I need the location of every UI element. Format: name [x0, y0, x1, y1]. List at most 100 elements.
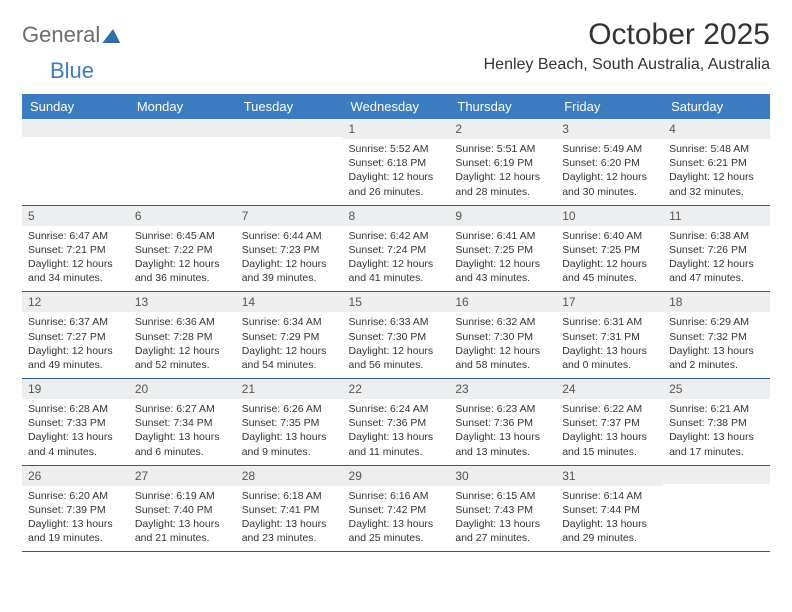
day-detail-line: Sunset: 6:18 PM: [349, 156, 444, 170]
day-number: 18: [663, 292, 770, 312]
day-detail-line: Daylight: 13 hours: [669, 430, 764, 444]
weekday-header: Friday: [556, 94, 663, 119]
calendar-table: Sunday Monday Tuesday Wednesday Thursday…: [22, 94, 770, 552]
calendar-week-row: 1Sunrise: 5:52 AMSunset: 6:18 PMDaylight…: [22, 119, 770, 205]
day-detail-line: Sunrise: 6:29 AM: [669, 315, 764, 329]
day-detail-line: Daylight: 13 hours: [349, 517, 444, 531]
day-detail-line: Sunset: 7:25 PM: [455, 243, 550, 257]
day-details: Sunrise: 6:45 AMSunset: 7:22 PMDaylight:…: [129, 226, 236, 292]
day-details: Sunrise: 6:32 AMSunset: 7:30 PMDaylight:…: [449, 312, 556, 378]
day-detail-line: Daylight: 12 hours: [455, 344, 550, 358]
day-detail-line: Daylight: 13 hours: [455, 430, 550, 444]
calendar-day-cell: 5Sunrise: 6:47 AMSunset: 7:21 PMDaylight…: [22, 205, 129, 292]
day-detail-line: and 0 minutes.: [562, 358, 657, 372]
day-details: Sunrise: 6:18 AMSunset: 7:41 PMDaylight:…: [236, 486, 343, 552]
calendar-day-cell: 13Sunrise: 6:36 AMSunset: 7:28 PMDayligh…: [129, 292, 236, 379]
day-detail-line: and 54 minutes.: [242, 358, 337, 372]
day-details: Sunrise: 6:34 AMSunset: 7:29 PMDaylight:…: [236, 312, 343, 378]
day-detail-line: Sunset: 7:38 PM: [669, 416, 764, 430]
day-detail-line: and 11 minutes.: [349, 445, 444, 459]
day-detail-line: and 9 minutes.: [242, 445, 337, 459]
day-detail-line: Sunset: 7:34 PM: [135, 416, 230, 430]
day-detail-line: Sunset: 7:27 PM: [28, 330, 123, 344]
day-number: 24: [556, 379, 663, 399]
calendar-page: General October 2025 Henley Beach, South…: [0, 0, 792, 570]
day-detail-line: and 39 minutes.: [242, 271, 337, 285]
day-detail-line: and 41 minutes.: [349, 271, 444, 285]
day-details: Sunrise: 6:15 AMSunset: 7:43 PMDaylight:…: [449, 486, 556, 552]
day-detail-line: Sunset: 6:19 PM: [455, 156, 550, 170]
day-number: 8: [343, 206, 450, 226]
day-detail-line: and 34 minutes.: [28, 271, 123, 285]
day-detail-line: Sunset: 7:44 PM: [562, 503, 657, 517]
day-detail-line: Sunrise: 6:45 AM: [135, 229, 230, 243]
day-details: Sunrise: 6:42 AMSunset: 7:24 PMDaylight:…: [343, 226, 450, 292]
day-number: 12: [22, 292, 129, 312]
weekday-header: Sunday: [22, 94, 129, 119]
day-number: [663, 466, 770, 484]
calendar-day-cell: 11Sunrise: 6:38 AMSunset: 7:26 PMDayligh…: [663, 205, 770, 292]
day-detail-line: Daylight: 12 hours: [349, 257, 444, 271]
day-detail-line: and 45 minutes.: [562, 271, 657, 285]
day-details: Sunrise: 6:14 AMSunset: 7:44 PMDaylight:…: [556, 486, 663, 552]
day-detail-line: Sunrise: 6:14 AM: [562, 489, 657, 503]
day-detail-line: Daylight: 12 hours: [28, 344, 123, 358]
calendar-day-cell: 1Sunrise: 5:52 AMSunset: 6:18 PMDaylight…: [343, 119, 450, 205]
day-details: Sunrise: 6:21 AMSunset: 7:38 PMDaylight:…: [663, 399, 770, 465]
weekday-header: Wednesday: [343, 94, 450, 119]
day-details: [22, 137, 129, 193]
day-detail-line: and 36 minutes.: [135, 271, 230, 285]
day-detail-line: and 47 minutes.: [669, 271, 764, 285]
day-detail-line: Sunset: 7:40 PM: [135, 503, 230, 517]
day-number: 11: [663, 206, 770, 226]
day-detail-line: Sunrise: 6:16 AM: [349, 489, 444, 503]
day-number: [22, 119, 129, 137]
day-number: 27: [129, 466, 236, 486]
weekday-header: Tuesday: [236, 94, 343, 119]
day-number: 30: [449, 466, 556, 486]
logo-text-blue: Blue: [50, 58, 94, 83]
day-details: Sunrise: 6:41 AMSunset: 7:25 PMDaylight:…: [449, 226, 556, 292]
day-detail-line: Sunset: 7:28 PM: [135, 330, 230, 344]
day-details: Sunrise: 6:23 AMSunset: 7:36 PMDaylight:…: [449, 399, 556, 465]
day-details: Sunrise: 5:49 AMSunset: 6:20 PMDaylight:…: [556, 139, 663, 205]
day-detail-line: and 58 minutes.: [455, 358, 550, 372]
day-detail-line: Sunset: 7:22 PM: [135, 243, 230, 257]
day-detail-line: Daylight: 12 hours: [135, 257, 230, 271]
day-detail-line: Sunrise: 6:31 AM: [562, 315, 657, 329]
day-detail-line: Sunrise: 5:52 AM: [349, 142, 444, 156]
day-detail-line: Daylight: 13 hours: [135, 430, 230, 444]
calendar-day-cell: 10Sunrise: 6:40 AMSunset: 7:25 PMDayligh…: [556, 205, 663, 292]
day-detail-line: Sunrise: 5:49 AM: [562, 142, 657, 156]
calendar-day-cell: [22, 119, 129, 205]
day-details: Sunrise: 6:37 AMSunset: 7:27 PMDaylight:…: [22, 312, 129, 378]
day-detail-line: and 25 minutes.: [349, 531, 444, 545]
day-detail-line: Sunrise: 6:40 AM: [562, 229, 657, 243]
day-details: Sunrise: 6:33 AMSunset: 7:30 PMDaylight:…: [343, 312, 450, 378]
day-detail-line: Sunrise: 6:18 AM: [242, 489, 337, 503]
day-detail-line: Sunset: 7:35 PM: [242, 416, 337, 430]
day-detail-line: Sunset: 7:21 PM: [28, 243, 123, 257]
day-detail-line: Daylight: 13 hours: [455, 517, 550, 531]
calendar-day-cell: 29Sunrise: 6:16 AMSunset: 7:42 PMDayligh…: [343, 465, 450, 552]
day-detail-line: Sunrise: 6:47 AM: [28, 229, 123, 243]
day-detail-line: and 6 minutes.: [135, 445, 230, 459]
day-detail-line: Sunrise: 6:22 AM: [562, 402, 657, 416]
day-details: Sunrise: 6:44 AMSunset: 7:23 PMDaylight:…: [236, 226, 343, 292]
day-details: [236, 137, 343, 193]
day-number: 5: [22, 206, 129, 226]
day-details: Sunrise: 5:52 AMSunset: 6:18 PMDaylight:…: [343, 139, 450, 205]
day-detail-line: Sunset: 7:37 PM: [562, 416, 657, 430]
day-detail-line: Daylight: 13 hours: [562, 517, 657, 531]
day-detail-line: and 29 minutes.: [562, 531, 657, 545]
day-detail-line: Sunrise: 5:48 AM: [669, 142, 764, 156]
calendar-body: 1Sunrise: 5:52 AMSunset: 6:18 PMDaylight…: [22, 119, 770, 552]
calendar-day-cell: 7Sunrise: 6:44 AMSunset: 7:23 PMDaylight…: [236, 205, 343, 292]
logo-triangle-icon: [102, 29, 120, 43]
weekday-header: Saturday: [663, 94, 770, 119]
day-detail-line: Sunrise: 5:51 AM: [455, 142, 550, 156]
day-detail-line: Sunrise: 6:33 AM: [349, 315, 444, 329]
day-number: 15: [343, 292, 450, 312]
day-detail-line: and 28 minutes.: [455, 185, 550, 199]
day-detail-line: Sunset: 7:39 PM: [28, 503, 123, 517]
